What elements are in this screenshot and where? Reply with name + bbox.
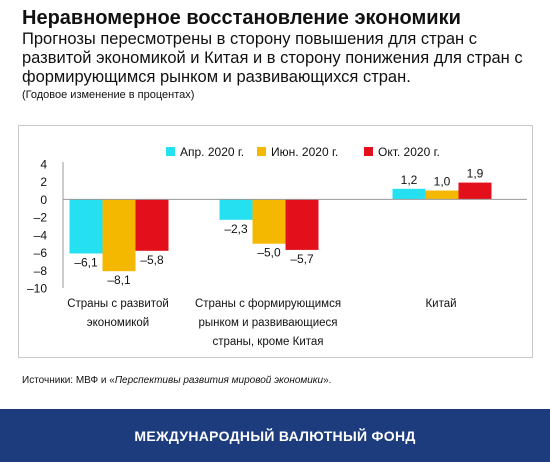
y-tick-label: 4: [40, 158, 47, 172]
footer-text: МЕЖДУНАРОДНЫЙ ВАЛЮТНЫЙ ФОНД: [134, 427, 416, 444]
y-tick-label: 2: [40, 175, 47, 189]
footer-banner: МЕЖДУНАРОДНЫЙ ВАЛЮТНЫЙ ФОНД: [0, 409, 550, 462]
y-tick-label: –8: [34, 264, 48, 278]
legend-label-2: Июн. 2020 г.: [271, 145, 338, 159]
legend-swatch-2: [257, 147, 266, 156]
bar: [219, 199, 253, 220]
bar: [285, 199, 319, 250]
chart-title: Неравномерное восстановление экономики: [22, 7, 461, 29]
y-tick-label: –4: [34, 228, 48, 242]
unit-note: (Годовое изменение в процентах): [22, 89, 195, 101]
bar: [252, 199, 286, 244]
y-tick-label: 0: [40, 193, 47, 207]
data-label: –6,1: [74, 255, 98, 269]
chart-area: Апр. 2020 г. Июн. 2020 г. Окт. 2020 г. 4 2 0 –…: [18, 125, 533, 358]
source-prefix: Источники: МВФ и «: [22, 375, 115, 386]
y-tick-label: –6: [34, 246, 48, 260]
bar: [392, 188, 426, 200]
data-label: –5,8: [140, 253, 164, 267]
bar: [102, 199, 136, 272]
bar: [425, 190, 459, 200]
legend-swatch-1: [166, 147, 175, 156]
category-label: Страны с формирующимся рынком и развивающ…: [194, 298, 342, 348]
legend-label-3: Окт. 2020 г.: [378, 145, 440, 159]
data-label: –8,1: [107, 273, 131, 287]
bar: [69, 199, 103, 254]
data-label: 1,9: [467, 167, 484, 181]
y-tick-label: –2: [34, 211, 48, 225]
bar: [135, 199, 169, 251]
data-label: 1,2: [401, 173, 418, 187]
data-label: –5,0: [257, 246, 281, 260]
chart-subtitle: Прогнозы пересмотрены в сторону повышени…: [22, 30, 523, 86]
data-label: –2,3: [224, 222, 248, 236]
legend-label-1: Апр. 2020 г.: [180, 145, 244, 159]
category-label: Страны с развитой экономикой: [67, 298, 169, 329]
legend-swatch-3: [364, 147, 373, 156]
source-publication: Перспективы развития мировой экономики: [114, 375, 324, 386]
y-tick-label: –10: [27, 282, 47, 296]
source-suffix: ».: [323, 375, 332, 386]
data-label: –5,7: [290, 252, 314, 266]
category-label: Китай: [425, 298, 457, 310]
source-note: Источники: МВФ и «Перспективы развития м…: [22, 375, 331, 387]
bar-chart: Апр. 2020 г. Июн. 2020 г. Окт. 2020 г. 4 2 0 –…: [27, 145, 527, 296]
bar: [458, 182, 492, 200]
data-label: 1,0: [434, 175, 451, 189]
